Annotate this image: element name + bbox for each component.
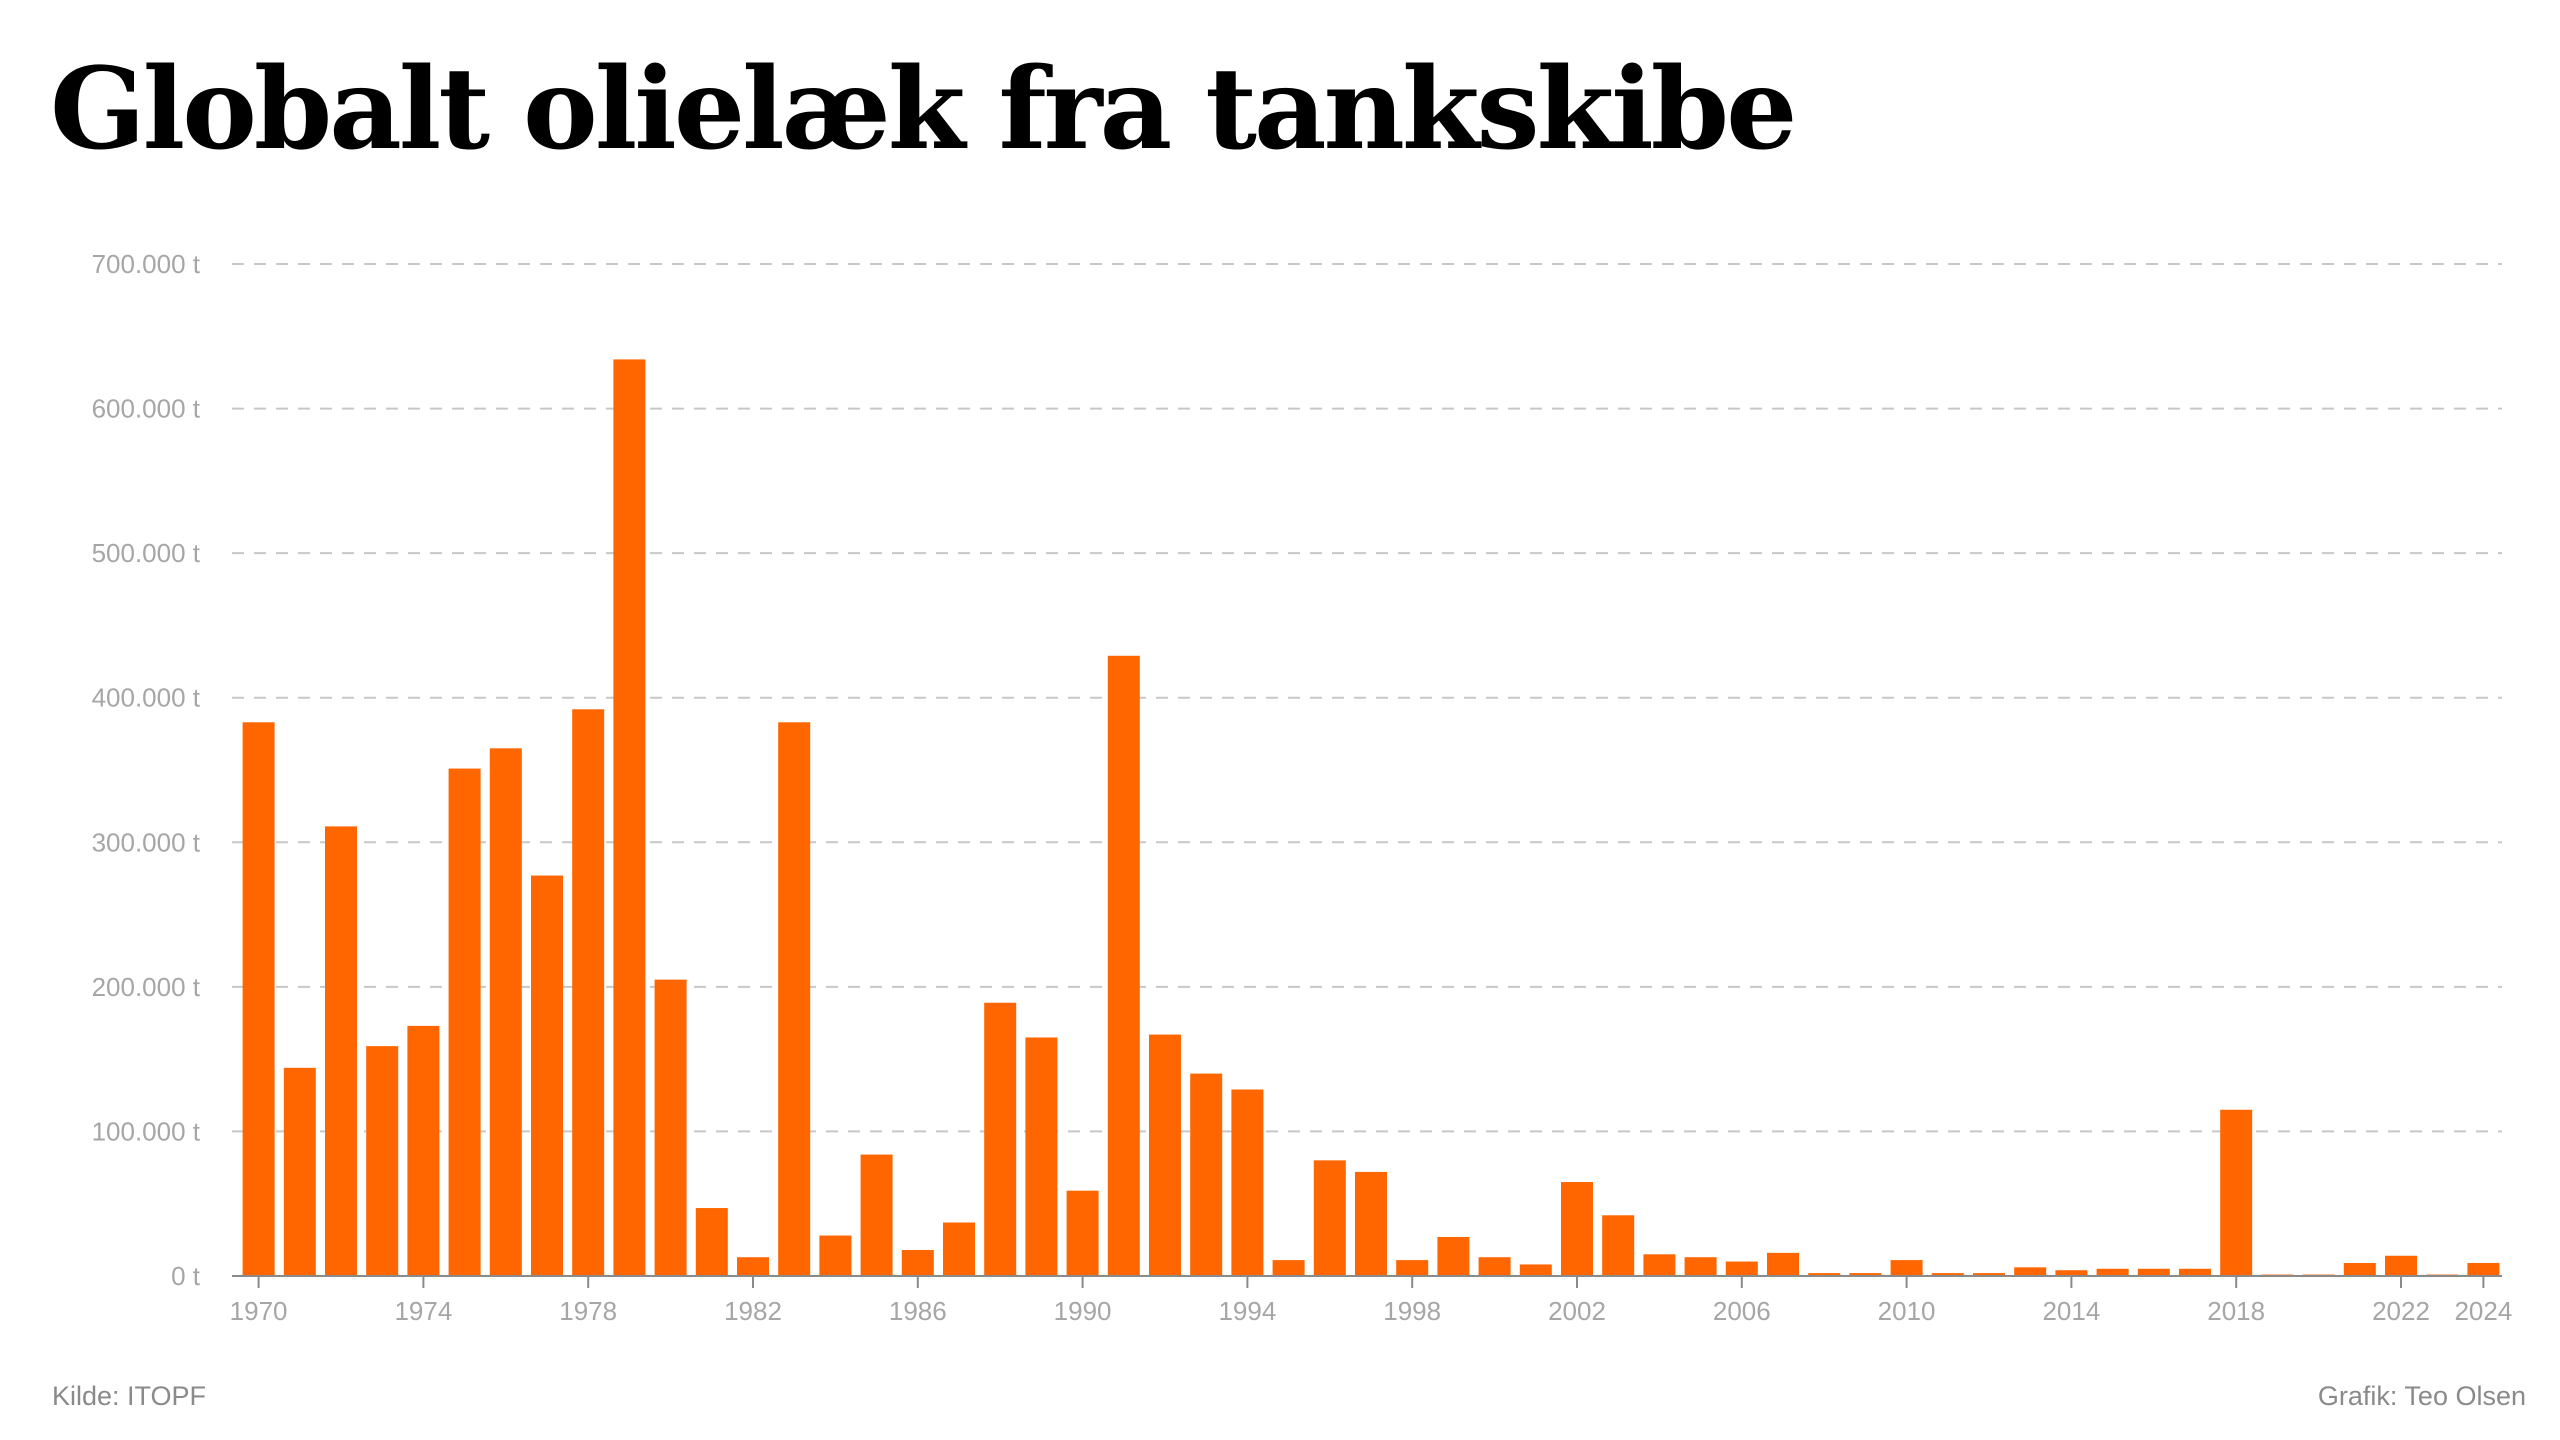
bar	[1437, 1236, 1470, 1276]
bar	[1478, 1257, 1511, 1276]
bar	[1890, 1260, 1923, 1276]
credit-note: Grafik: Teo Olsen	[2317, 1381, 2526, 1411]
x-tick-label: 1974	[394, 1296, 452, 1326]
x-tick-label: 2014	[2042, 1296, 2100, 1326]
bar	[1272, 1260, 1305, 1276]
bar	[654, 979, 687, 1276]
bar	[1973, 1273, 2005, 1276]
x-tick-label: 1998	[1383, 1296, 1441, 1326]
bar	[1643, 1254, 1676, 1276]
x-tick-label: 1978	[559, 1296, 617, 1326]
bar	[2137, 1268, 2170, 1276]
x-tick-label: 2010	[1878, 1296, 1936, 1326]
x-tick-label: 1986	[889, 1296, 947, 1326]
bar	[1684, 1257, 1717, 1276]
bar	[1231, 1089, 1264, 1276]
bar	[613, 359, 646, 1277]
x-tick-label: 1990	[1054, 1296, 1112, 1326]
bar	[695, 1208, 728, 1276]
bars	[242, 359, 2500, 1277]
bar	[1107, 655, 1140, 1276]
x-tick-label: 2018	[2207, 1296, 2265, 1326]
bar	[1190, 1073, 1223, 1276]
bar	[778, 722, 811, 1276]
bar	[1025, 1037, 1058, 1276]
bar	[531, 875, 563, 1276]
bar	[737, 1257, 769, 1276]
bar	[283, 1067, 316, 1276]
bar	[2096, 1268, 2129, 1276]
bar	[1849, 1273, 1882, 1276]
bar	[943, 1222, 975, 1276]
y-tick-label: 200.000 t	[92, 972, 201, 1002]
bar	[2385, 1255, 2417, 1276]
y-tick-label: 0 t	[171, 1261, 201, 1291]
bar	[489, 748, 522, 1276]
bar	[407, 1025, 440, 1276]
y-tick-label: 500.000 t	[92, 538, 201, 568]
x-tick-label: 1970	[230, 1296, 288, 1326]
bar	[1066, 1190, 1099, 1276]
bar	[2343, 1262, 2376, 1276]
bar	[242, 722, 275, 1276]
x-tick-label: 2006	[1713, 1296, 1771, 1326]
bar	[325, 826, 357, 1276]
bar	[1931, 1273, 1964, 1276]
x-tick-label: 2002	[1548, 1296, 1606, 1326]
bar	[1561, 1182, 1593, 1276]
x-tick-label: 1982	[724, 1296, 782, 1326]
y-tick-label: 400.000 t	[92, 683, 201, 713]
gridlines	[232, 263, 2502, 1133]
y-tick-label: 300.000 t	[92, 827, 201, 857]
x-axis-ticks: 1970 1974 1978 1982 1986 1990 1994 1998 2002 2006…	[230, 1276, 2512, 1326]
bar	[2014, 1267, 2047, 1276]
x-tick-label: 1994	[1218, 1296, 1276, 1326]
y-tick-label: 100.000 t	[92, 1116, 201, 1146]
chart-title: Globalt olielæk fra tankskibe	[50, 44, 1797, 175]
bar	[1767, 1252, 1799, 1276]
bar	[2467, 1262, 2500, 1276]
y-axis-tick-labels: 0 t 100.000 t 200.000 t 300.000 t 400.000 t 5…	[92, 249, 201, 1291]
bar	[1808, 1273, 1841, 1276]
x-tick-label: 2022	[2372, 1296, 2430, 1326]
bar	[366, 1046, 399, 1276]
bar	[860, 1154, 893, 1276]
bar	[819, 1235, 852, 1276]
bar	[2220, 1109, 2253, 1276]
y-tick-label: 600.000 t	[92, 394, 201, 424]
bar	[901, 1249, 934, 1276]
bar	[2179, 1268, 2211, 1276]
bar	[2055, 1270, 2088, 1276]
bar	[1355, 1171, 1387, 1276]
bar	[1396, 1260, 1429, 1276]
source-note: Kilde: ITOPF	[52, 1381, 207, 1411]
bar	[1519, 1264, 1552, 1276]
bar	[984, 1002, 1017, 1276]
bar	[1149, 1034, 1181, 1276]
bar	[1725, 1261, 1758, 1276]
y-tick-label: 700.000 t	[92, 249, 201, 279]
bar	[1602, 1215, 1635, 1276]
bar	[448, 768, 481, 1276]
bar	[572, 709, 605, 1276]
x-tick-label: 2024	[2454, 1296, 2512, 1326]
bar	[1313, 1160, 1346, 1276]
